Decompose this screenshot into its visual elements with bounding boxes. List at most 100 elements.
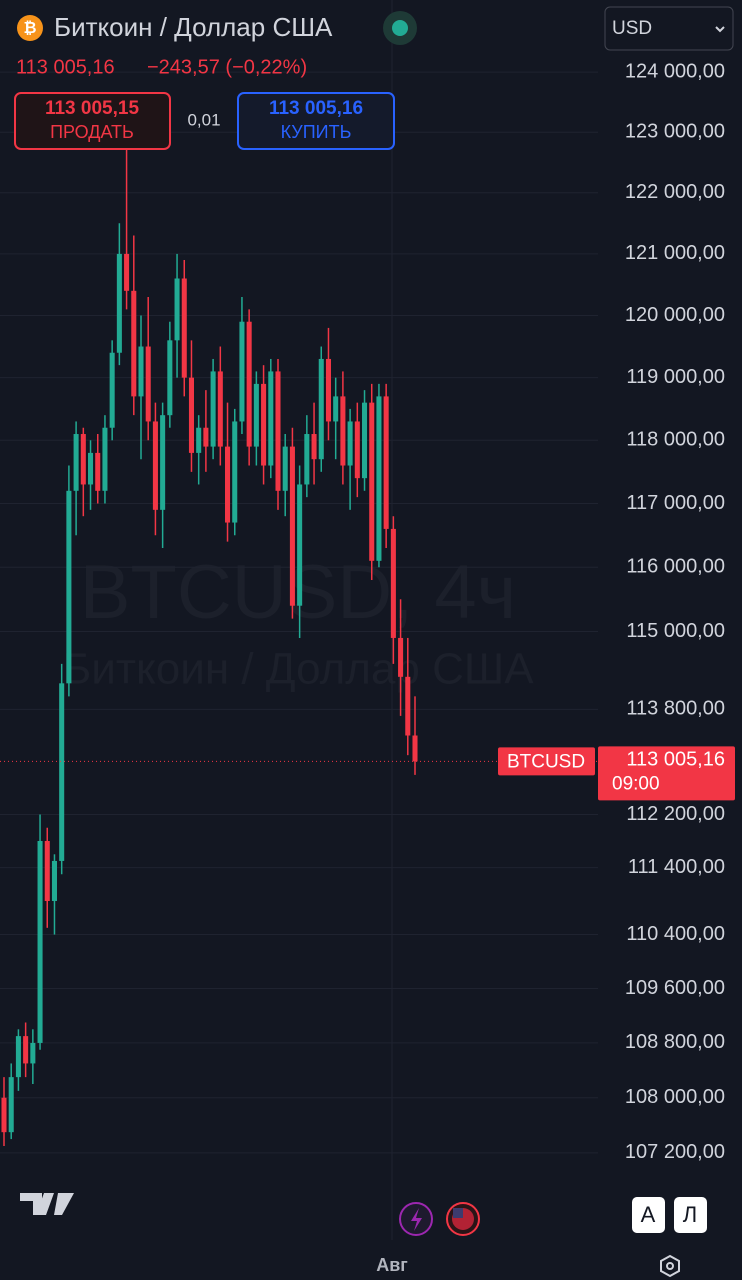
candle-body: [275, 371, 281, 491]
candle-body: [1, 1097, 7, 1133]
candle-body: [412, 735, 418, 762]
sell-button[interactable]: [14, 92, 171, 150]
bitcoin-icon-glyph: ₿: [23, 19, 36, 37]
candle-body: [160, 415, 166, 510]
currency-select[interactable]: [604, 6, 734, 51]
log-label: Л: [683, 1202, 697, 1227]
y-tick-label: 119 000,00: [626, 366, 725, 388]
auto-label: А: [641, 1202, 656, 1227]
buy-label: КУПИТЬ: [281, 122, 352, 142]
candle-body: [95, 452, 101, 491]
symbol-tag-text: BTCUSD: [507, 751, 585, 772]
candle-body: [138, 346, 144, 397]
y-tick-label: 112 200,00: [626, 803, 725, 825]
y-tick-label: 120 000,00: [625, 304, 725, 326]
y-tick-label: 118 000,00: [626, 429, 725, 451]
price-tag: [598, 746, 735, 801]
candle-body: [297, 484, 303, 606]
candle-body: [304, 434, 310, 485]
candle-body: [354, 421, 360, 479]
y-tick-label: 109 600,00: [625, 977, 725, 999]
candle-body: [210, 371, 216, 447]
candle-body: [80, 434, 86, 485]
candle-body: [124, 253, 130, 291]
symbol-title: Биткоин / Доллар США: [54, 12, 333, 42]
candle-body: [88, 452, 94, 485]
y-tick-label: 123 000,00: [625, 120, 725, 142]
y-tick-label: 107 200,00: [625, 1141, 725, 1163]
candle-body: [102, 427, 108, 491]
candle-body: [289, 446, 295, 606]
candle-body: [405, 676, 411, 736]
candle-body: [268, 371, 274, 466]
candle-body: [246, 321, 252, 447]
candle-body: [261, 383, 267, 466]
y-tick-label: 124 000,00: [625, 60, 725, 82]
y-tick-label: 116 000,00: [626, 555, 725, 577]
candle-body: [398, 637, 404, 677]
candle-body: [44, 841, 50, 902]
spread: 0,01: [187, 110, 220, 129]
y-tick-label: 110 400,00: [626, 923, 725, 945]
sell-label: ПРОДАТЬ: [50, 122, 134, 142]
lightning-icon: [411, 1208, 422, 1231]
price-tag-countdown: 09:00: [612, 773, 660, 794]
y-tick-label: 121 000,00: [625, 242, 725, 264]
candle-body: [362, 402, 368, 479]
buy-button[interactable]: [237, 92, 395, 150]
candle-body: [232, 421, 238, 523]
y-tick-label: 122 000,00: [625, 181, 725, 203]
candle-body: [145, 346, 151, 422]
candle-body: [30, 1042, 36, 1064]
candle-body: [333, 396, 339, 422]
candle-body: [167, 340, 173, 416]
candle-body: [131, 290, 137, 397]
market-status-dot: [392, 20, 408, 36]
last-price: 113 005,16: [16, 56, 115, 78]
settings-icon-center: [666, 1262, 674, 1270]
y-tick-label: 117 000,00: [626, 492, 725, 514]
candle-body: [59, 683, 65, 861]
candle-body: [174, 278, 180, 341]
candle-body: [390, 528, 396, 638]
settings-icon[interactable]: [660, 1254, 680, 1278]
candle-body: [217, 371, 223, 447]
candle-body: [181, 278, 187, 378]
price-change: −243,57 (−0,22%): [147, 56, 307, 78]
candle-body: [51, 860, 57, 902]
candle-body: [318, 358, 324, 460]
x-tick-label: Авг: [376, 1255, 408, 1275]
candle-body: [37, 841, 43, 1043]
bitcoin-icon: [17, 15, 43, 41]
candle-body: [383, 396, 389, 529]
candle-body: [225, 446, 231, 523]
candle-body: [282, 446, 288, 491]
y-tick-label: 108 000,00: [625, 1086, 725, 1108]
currency: USD: [612, 18, 652, 39]
candle-body: [376, 396, 382, 561]
log-button[interactable]: [674, 1197, 707, 1233]
candle-body: [23, 1036, 29, 1064]
dropdown-arrow: [715, 26, 725, 33]
candle-body: [152, 421, 158, 510]
candle-body: [8, 1077, 14, 1133]
candle-body: [253, 383, 259, 447]
candle-body: [15, 1036, 21, 1078]
price-tag-value: 113 005,16: [626, 749, 725, 771]
candle-body: [340, 396, 346, 466]
candle-body: [188, 377, 194, 453]
tv-logo[interactable]: [20, 1193, 74, 1215]
candle-body: [239, 321, 245, 422]
candle-body: [347, 421, 353, 466]
flag-canton: [453, 1208, 463, 1218]
candle-body: [325, 358, 331, 422]
candle-body: [66, 490, 72, 684]
sell-price: 113 005,15: [45, 98, 139, 119]
auto-button[interactable]: [632, 1197, 665, 1233]
watermark-name: Биткоин / Доллар США: [62, 645, 534, 694]
buy-price: 113 005,16: [269, 98, 363, 119]
candle-body: [73, 434, 79, 491]
